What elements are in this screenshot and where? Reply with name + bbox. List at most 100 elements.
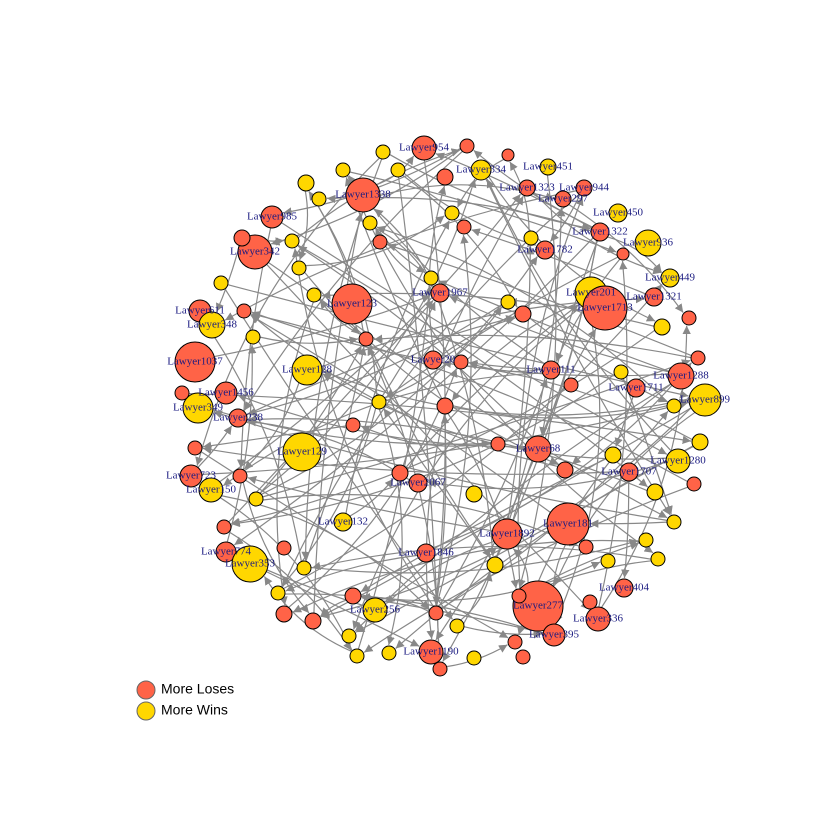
node-label: Lawyer936 <box>623 237 674 249</box>
node-label: Lawyer1713 <box>577 302 633 314</box>
node <box>604 446 622 464</box>
node <box>428 605 444 621</box>
edge <box>305 215 445 267</box>
edge <box>219 193 521 483</box>
edge <box>568 203 684 313</box>
node <box>276 540 292 556</box>
node <box>333 512 353 532</box>
node <box>619 462 639 482</box>
edge <box>231 329 656 526</box>
node <box>187 440 203 456</box>
edge <box>438 280 670 372</box>
node <box>660 268 680 288</box>
edge <box>297 245 560 466</box>
node-label: Lawyer1707 <box>601 466 657 478</box>
node <box>626 378 646 398</box>
edge <box>488 176 656 322</box>
node <box>500 294 516 310</box>
edge <box>349 478 394 517</box>
node <box>430 283 450 303</box>
node-label: Lawyer1782 <box>517 244 573 256</box>
node-label: Lawyer181 <box>543 518 593 530</box>
node <box>335 162 351 178</box>
node <box>345 417 361 433</box>
edge <box>517 174 557 589</box>
node <box>453 354 469 370</box>
node <box>486 556 504 574</box>
edge <box>368 344 492 558</box>
node <box>535 240 555 260</box>
edge <box>355 445 694 633</box>
node <box>416 543 436 563</box>
node-label: Lawyer1323 <box>499 182 555 194</box>
node <box>523 230 539 246</box>
node <box>616 247 630 261</box>
edge <box>435 414 450 607</box>
node <box>432 661 448 677</box>
node-label: Lawyer68 <box>516 443 561 455</box>
edge <box>405 304 579 468</box>
node <box>182 392 214 424</box>
node <box>582 285 628 331</box>
node-label: Lawyer297 <box>538 193 589 205</box>
node-label: Lawyer129 <box>277 446 328 458</box>
legend-swatch <box>136 680 156 700</box>
node <box>634 229 662 257</box>
node <box>554 190 572 208</box>
edge <box>507 245 535 520</box>
edge <box>305 346 367 562</box>
node-label: Lawyer1321 <box>626 291 682 303</box>
node <box>233 229 251 247</box>
node <box>449 618 465 634</box>
node <box>213 275 229 291</box>
edge <box>397 176 444 662</box>
node <box>686 476 702 492</box>
edge <box>250 314 558 468</box>
node <box>248 491 264 507</box>
node <box>179 464 203 488</box>
edge <box>204 321 302 562</box>
edge <box>259 336 359 345</box>
edge <box>384 306 503 399</box>
node <box>490 436 506 452</box>
node <box>390 162 406 178</box>
node-label: Lawyer201 <box>566 287 616 299</box>
edge <box>449 295 669 373</box>
edge <box>468 359 543 370</box>
node <box>459 138 475 154</box>
node <box>411 135 437 161</box>
node <box>515 649 531 665</box>
node-label: Lawyer1846 <box>398 547 454 559</box>
node-label: Lawyer985 <box>247 211 298 223</box>
legend-label: More Loses <box>161 681 234 697</box>
node <box>232 468 248 484</box>
node-label: Lawyer451 <box>523 161 573 173</box>
node <box>518 179 536 197</box>
node-label: Lawyer611 <box>175 305 225 317</box>
node <box>344 587 362 605</box>
node <box>585 606 611 632</box>
node <box>341 628 357 644</box>
node <box>216 519 232 535</box>
edge <box>285 554 418 592</box>
node-label: Lawyer1280 <box>650 455 706 467</box>
edge <box>373 334 692 359</box>
edge <box>529 317 668 403</box>
node-label: Lawyer449 <box>645 272 696 284</box>
node <box>408 473 428 493</box>
node <box>524 435 552 463</box>
node <box>391 464 409 482</box>
edge <box>512 328 597 521</box>
edge <box>326 194 347 204</box>
node-label: Lawyer277 <box>513 600 564 612</box>
node <box>556 461 574 479</box>
edge <box>549 194 581 242</box>
edge <box>354 383 672 632</box>
edge <box>284 593 543 635</box>
edge <box>440 316 516 357</box>
node <box>690 350 706 366</box>
node-label: Lawyer20 <box>411 354 456 366</box>
node <box>436 168 454 186</box>
node <box>653 318 671 336</box>
